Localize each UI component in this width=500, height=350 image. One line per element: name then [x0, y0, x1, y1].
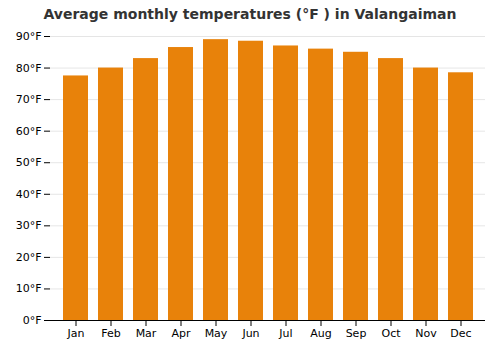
- svg-text:90°F: 90°F: [16, 30, 42, 43]
- svg-text:10°F: 10°F: [16, 282, 42, 295]
- svg-text:May: May: [205, 327, 228, 340]
- svg-text:Jun: Jun: [241, 327, 259, 340]
- svg-text:0°F: 0°F: [23, 314, 42, 327]
- svg-text:30°F: 30°F: [16, 219, 42, 232]
- svg-text:Aug: Aug: [310, 327, 331, 340]
- svg-text:Mar: Mar: [136, 327, 157, 340]
- svg-text:Oct: Oct: [381, 327, 401, 340]
- svg-text:Sep: Sep: [346, 327, 367, 340]
- svg-text:70°F: 70°F: [16, 93, 42, 106]
- svg-text:Apr: Apr: [171, 327, 191, 340]
- svg-text:20°F: 20°F: [16, 251, 42, 264]
- svg-text:Jan: Jan: [67, 327, 85, 340]
- html-text:Average monthly temperatures (: Average monthly temperatures (°F ) in Va…: [43, 6, 457, 22]
- svg-text:40°F: 40°F: [16, 188, 42, 201]
- svg-text:60°F: 60°F: [16, 125, 42, 138]
- svg-text:80°F: 80°F: [16, 62, 42, 75]
- svg-text:Feb: Feb: [101, 327, 120, 340]
- svg-text:Nov: Nov: [415, 327, 437, 340]
- svg-text:Jul: Jul: [278, 327, 292, 340]
- svg-text:50°F: 50°F: [16, 156, 42, 169]
- svg-text:Dec: Dec: [450, 327, 471, 340]
